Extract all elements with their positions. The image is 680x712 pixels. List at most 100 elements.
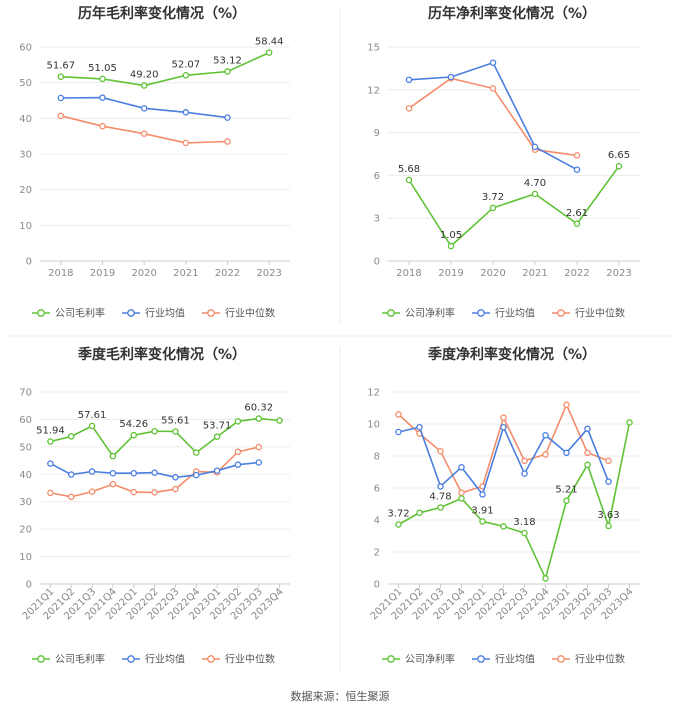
chart-3-data-label-2: 4.78 bbox=[429, 492, 451, 503]
chart-3-avg-point-2 bbox=[437, 483, 444, 490]
chart-3-median-point-8 bbox=[563, 401, 570, 409]
chart-2-avg-point-1 bbox=[68, 471, 75, 478]
chart-2-median-point-10 bbox=[255, 443, 262, 451]
chart-2-company-point-2 bbox=[88, 422, 96, 430]
chart-0-avg-point-0 bbox=[57, 94, 65, 102]
chart-2-company-line bbox=[50, 417, 280, 458]
chart-1-xtick-2021: 2021 bbox=[522, 268, 547, 279]
chart-3-median-point-5 bbox=[500, 414, 507, 421]
chart-1-xtick-2023: 2023 bbox=[606, 268, 631, 279]
chart-0-legend-avg-marker bbox=[127, 309, 135, 317]
chart-1-company-point-3 bbox=[531, 190, 539, 198]
chart-3-avg-point-6 bbox=[521, 470, 528, 477]
chart-3-data-label-10: 3.63 bbox=[597, 510, 619, 521]
chart-2-avg-point-7 bbox=[192, 471, 200, 479]
chart-3-company-point-11 bbox=[626, 419, 633, 426]
chart-1-ytick-3: 3 bbox=[374, 214, 380, 225]
chart-2-ytick-40: 40 bbox=[19, 470, 32, 481]
chart-2-avg-point-10 bbox=[255, 459, 262, 466]
chart-2-avg-point-2 bbox=[88, 468, 96, 475]
chart-0-data-label-2: 49.20 bbox=[130, 70, 159, 81]
chart-0-avg-point-1 bbox=[99, 94, 106, 101]
chart-3-avg-point-4 bbox=[479, 491, 486, 498]
chart-1-company-point-0 bbox=[405, 176, 413, 184]
chart-3-legend-avg: 行业均值 bbox=[495, 653, 535, 666]
chart-3-median-point-2 bbox=[437, 447, 444, 455]
chart-3-company-point-7 bbox=[542, 575, 549, 582]
chart-3-ytick-0: 0 bbox=[374, 580, 380, 591]
chart-0-company-point-3 bbox=[182, 72, 190, 79]
chart-1-xtick-2019: 2019 bbox=[438, 268, 463, 279]
chart-0-xtick-2022: 2022 bbox=[215, 268, 240, 279]
chart-2-ytick-30: 30 bbox=[19, 497, 32, 508]
chart-3-company-point-4 bbox=[479, 518, 486, 525]
chart-2-ytick-50: 50 bbox=[19, 442, 32, 453]
chart-1-xtick-2020: 2020 bbox=[480, 268, 505, 279]
chart-3-median-point-0 bbox=[395, 411, 402, 418]
chart-2-ytick-10: 10 bbox=[19, 552, 32, 563]
chart-1-title: 历年净利率变化情况（%） bbox=[428, 5, 596, 22]
chart-3-company-point-9 bbox=[584, 461, 591, 469]
chart-0-ytick-10: 10 bbox=[19, 221, 32, 232]
chart-1-avg-point-1 bbox=[447, 73, 455, 81]
chart-0-ytick-30: 30 bbox=[19, 150, 32, 161]
chart-2-ytick-70: 70 bbox=[19, 388, 32, 399]
chart-0-ytick-60: 60 bbox=[19, 43, 32, 54]
chart-0-ytick-40: 40 bbox=[19, 114, 32, 125]
chart-2-data-label-10: 60.32 bbox=[244, 403, 273, 414]
chart-2-avg-point-9 bbox=[234, 461, 242, 468]
chart-1-data-label-0: 5.68 bbox=[398, 164, 420, 175]
chart-1-avg-line bbox=[408, 61, 578, 171]
chart-1-ytick-6: 6 bbox=[374, 171, 380, 182]
chart-1-avg-point-0 bbox=[405, 76, 413, 84]
chart-1-legend-company: 公司净利率 bbox=[405, 307, 455, 320]
chart-3-ytick-10: 10 bbox=[367, 420, 380, 431]
chart-2-median-point-3 bbox=[109, 480, 117, 488]
chart-1-company-point-5 bbox=[615, 162, 623, 170]
chart-2-ytick-60: 60 bbox=[19, 415, 32, 426]
chart-2-avg-point-0 bbox=[47, 460, 54, 467]
chart-0-company-point-1 bbox=[99, 75, 106, 83]
chart-1-median-point-0 bbox=[405, 105, 413, 112]
chart-2-legend-avg: 行业均值 bbox=[145, 653, 185, 666]
chart-3-company-point-2 bbox=[437, 504, 444, 511]
chart-1-company-point-1 bbox=[447, 242, 455, 250]
chart-0-avg-point-3 bbox=[182, 109, 190, 116]
chart-1-data-label-2: 3.72 bbox=[482, 192, 504, 203]
chart-0-legend-company-marker bbox=[37, 309, 45, 317]
chart-3-company-point-10 bbox=[605, 522, 612, 530]
chart-2-company-point-8 bbox=[213, 433, 221, 440]
chart-2-legend-median: 行业中位数 bbox=[225, 653, 275, 666]
chart-3-company-point-3 bbox=[458, 495, 465, 502]
chart-3-title: 季度净利率变化情况（%） bbox=[427, 346, 596, 363]
chart-2-median-point-6 bbox=[172, 485, 179, 493]
chart-3-avg-point-7 bbox=[542, 431, 549, 439]
chart-3-avg-point-8 bbox=[563, 449, 570, 457]
chart-1-legend-median-marker bbox=[557, 309, 565, 317]
chart-0-company-point-5 bbox=[265, 49, 273, 56]
chart-0-ytick-0: 0 bbox=[26, 257, 32, 268]
chart-0-data-label-5: 58.44 bbox=[255, 37, 284, 48]
chart-1-data-label-4: 2.61 bbox=[566, 208, 588, 219]
chart-2-avg-point-4 bbox=[130, 469, 137, 477]
chart-0-data-label-4: 53.12 bbox=[213, 56, 242, 67]
chart-2-data-label-0: 51.94 bbox=[36, 426, 65, 437]
chart-1-legend-company-marker bbox=[387, 309, 395, 317]
chart-1-avg-point-2 bbox=[489, 59, 497, 66]
chart-2-company-point-10 bbox=[255, 415, 262, 422]
chart-2-company-point-4 bbox=[130, 431, 137, 439]
chart-2-avg-point-5 bbox=[151, 469, 158, 476]
chart-0-avg-point-4 bbox=[224, 114, 231, 121]
chart-0-xtick-2019: 2019 bbox=[90, 268, 115, 279]
chart-3-median-point-7 bbox=[542, 451, 549, 458]
chart-0-xtick-2020: 2020 bbox=[131, 268, 156, 279]
chart-1-xtick-2022: 2022 bbox=[564, 268, 589, 279]
chart-2-legend-median-marker bbox=[207, 655, 215, 663]
chart-3-legend-median-marker bbox=[557, 655, 565, 663]
chart-2-company-point-0 bbox=[47, 438, 54, 445]
chart-0-ytick-50: 50 bbox=[19, 78, 32, 89]
chart-1-legend-avg: 行业均值 bbox=[495, 307, 535, 320]
chart-2-company-point-6 bbox=[172, 428, 179, 435]
chart-0-data-label-0: 51.67 bbox=[47, 61, 76, 72]
